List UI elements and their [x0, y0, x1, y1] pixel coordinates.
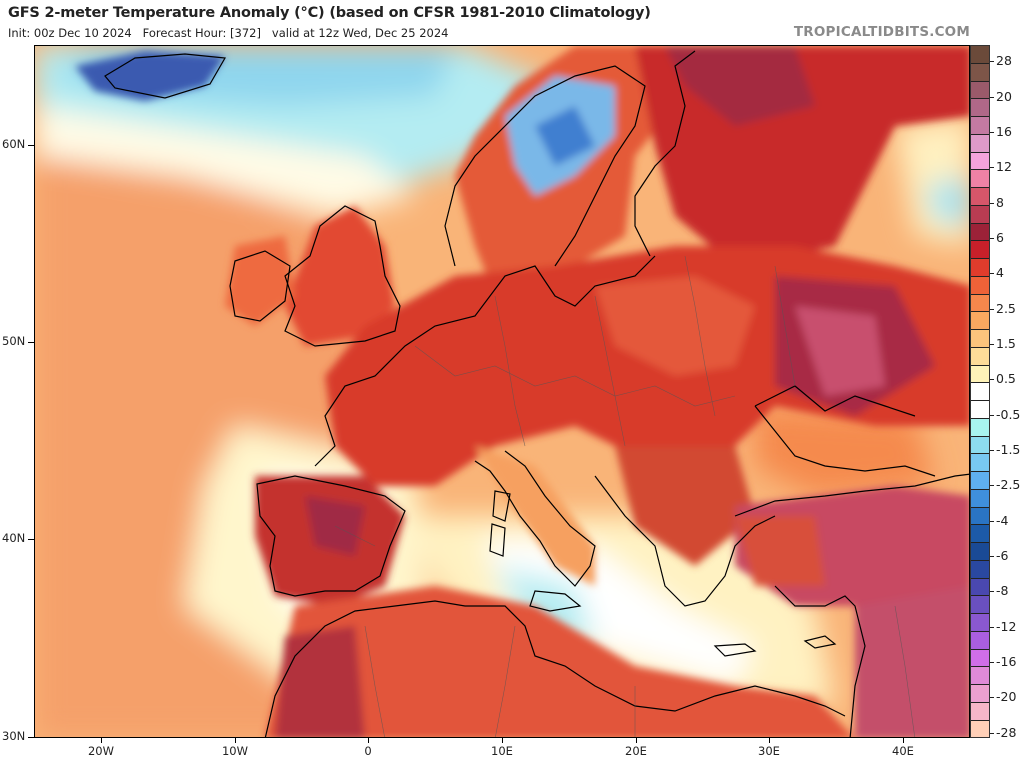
colorbar-bin	[971, 46, 989, 64]
colorbar-bin	[971, 454, 989, 472]
colorbar-bin	[971, 685, 989, 703]
colorbar-bin	[971, 347, 989, 366]
colorbar-bin	[971, 667, 989, 685]
colorbar-bin	[971, 489, 989, 508]
colorbar-bin	[971, 170, 989, 188]
colorbar-labels: 28 20 16 12 8 6 4 2.5 1.5 0.5 -0.5 -1.5 -2.5 -4 -6 -8 -1…	[990, 45, 1024, 740]
colorbar-bin	[971, 81, 989, 100]
colorbar-bin	[971, 134, 989, 153]
colorbar-bin	[971, 365, 989, 384]
colorbar-bin	[971, 578, 989, 597]
colorbar-bin	[971, 614, 989, 632]
colorbar-bin	[971, 294, 989, 313]
colorbar-bin	[971, 436, 989, 455]
anomaly-map	[34, 45, 970, 738]
country-borders	[334, 255, 916, 737]
coastlines	[104, 50, 969, 737]
colorbar-bin	[971, 223, 989, 242]
colorbar-bin	[971, 205, 989, 224]
colorbar-bin	[971, 507, 989, 526]
colorbar-bin	[971, 241, 989, 259]
map-graphic	[35, 46, 969, 737]
colorbar-bin	[971, 259, 989, 277]
colorbar-bin	[971, 649, 989, 668]
colorbar-bin	[971, 472, 989, 490]
colorbar-bin	[971, 560, 989, 579]
colorbar-bin	[971, 117, 989, 135]
forecast-subtitle: Init: 00z Dec 10 2024 Forecast Hour: [37…	[8, 26, 449, 40]
chart-title: GFS 2-meter Temperature Anomaly (°C) (ba…	[8, 5, 651, 21]
colorbar-bin	[971, 99, 989, 117]
colorbar-bin	[971, 188, 989, 206]
colorbar-bin	[971, 312, 989, 330]
watermark: TROPICALTIDBITS.COM	[793, 24, 970, 40]
colorbar-bin	[971, 702, 989, 721]
colorbar-bin	[971, 720, 989, 738]
colorbar-bin	[971, 152, 989, 171]
colorbar-bin	[971, 418, 989, 437]
colorbar-bin	[971, 383, 989, 401]
colorbar-bin	[971, 631, 989, 650]
colorbar-bin	[971, 543, 989, 561]
colorbar-bin	[971, 525, 989, 543]
colorbar-bin	[971, 401, 989, 419]
colorbar-bin	[971, 63, 989, 82]
colorbar-bin	[971, 276, 989, 295]
colorbar-bin	[971, 596, 989, 614]
colorbar-bin	[971, 330, 989, 348]
colorbar	[970, 45, 990, 738]
